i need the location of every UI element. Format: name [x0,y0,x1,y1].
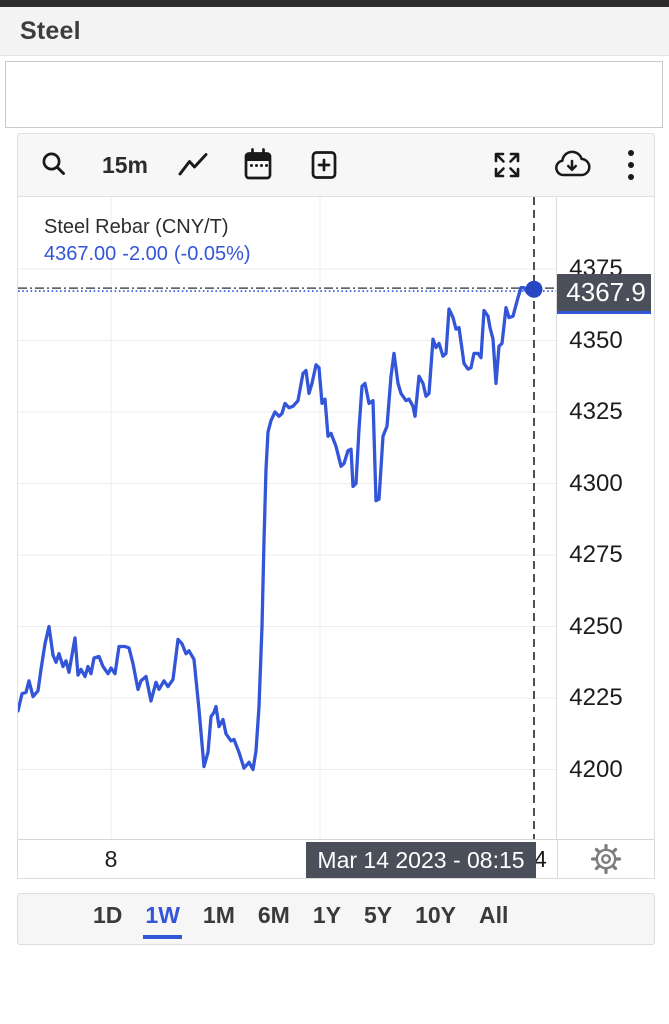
crosshair-time-tooltip: Mar 14 2023 - 08:15 [306,842,536,878]
fullscreen-button[interactable] [478,133,536,197]
kebab-menu-icon [628,150,634,180]
compare-add-button[interactable] [290,133,358,197]
last-price-label: 4367.9 [557,274,652,315]
y-axis-label: 4250 [569,612,623,640]
symbol-search-button[interactable] [18,133,90,197]
range-button-1m[interactable]: 1M [202,902,235,928]
price-change-pct: (-0.05%) [173,243,251,265]
calendar-button[interactable] [226,133,290,197]
chart-legend: Steel Rebar (CNY/T) 4367.00 -2.00 (-0.05%) [44,214,257,268]
range-button-5y[interactable]: 5Y [363,902,393,928]
y-axis-label: 4275 [569,541,623,568]
crosshair-time-text: Mar 14 2023 - 08:15 [317,846,525,873]
x-axis-label: 8 [104,846,118,872]
chart-toolbar: 15m [17,133,655,197]
search-icon [42,152,65,175]
download-button[interactable] [536,133,608,197]
range-button-1y[interactable]: 1Y [312,902,341,928]
symbol-quote: 4367.00 -2.00 (-0.05%) [44,241,257,268]
calendar-icon [244,148,272,180]
price-chart-plot[interactable]: Steel Rebar (CNY/T) 4367.00 -2.00 (-0.05%) [18,197,557,839]
range-button-1w[interactable]: 1W [143,899,182,939]
chart-body: Steel Rebar (CNY/T) 4367.00 -2.00 (-0.05%)… [17,197,655,839]
add-symbol-icon [311,151,337,179]
line-chart-icon [178,153,208,176]
y-axis-label: 4325 [569,398,623,425]
y-axis-label: 4350 [569,326,623,354]
symbol-title: Steel Rebar (CNY/T) [44,216,229,238]
gear-icon[interactable] [591,844,621,874]
range-button-all[interactable]: All [479,902,509,928]
chart-settings-cell [557,840,654,878]
y-axis-label: 4225 [569,684,623,711]
empty-content-panel [5,61,663,128]
interval-button[interactable]: 15m [90,133,160,197]
y-axis-label: 4200 [569,755,623,783]
chart-style-button[interactable] [160,133,226,197]
y-axis-label: 4300 [569,469,623,497]
more-menu-button[interactable] [608,133,654,197]
page-header: Steel [0,7,669,56]
price-scale[interactable]: 4367.9 4200 4225 4250 4275 4300 4325 4350 4375 [556,197,654,839]
last-price-label-text: 4367.9 [566,277,646,308]
range-button-10y[interactable]: 10Y [415,902,457,928]
fullscreen-icon [494,152,520,178]
chart-widget: 15m [17,133,655,879]
page-title: Steel [20,16,81,45]
range-selector-bar: 1D 1W 1M 6M 1Y 5Y 10Y All [17,893,655,945]
price-series-canvas [18,197,557,839]
time-axis-row: 148 Mar 14 2023 - 08:15 [17,839,655,879]
cloud-download-icon [555,150,591,177]
range-button-6m[interactable]: 6M [257,902,290,928]
time-axis[interactable]: 148 Mar 14 2023 - 08:15 [18,840,557,878]
range-button-1d[interactable]: 1D [93,902,123,928]
price-change: -2.00 [122,243,168,265]
interval-label: 15m [101,151,149,178]
browser-top-bar [0,0,669,7]
last-price: 4367.00 [44,243,117,265]
